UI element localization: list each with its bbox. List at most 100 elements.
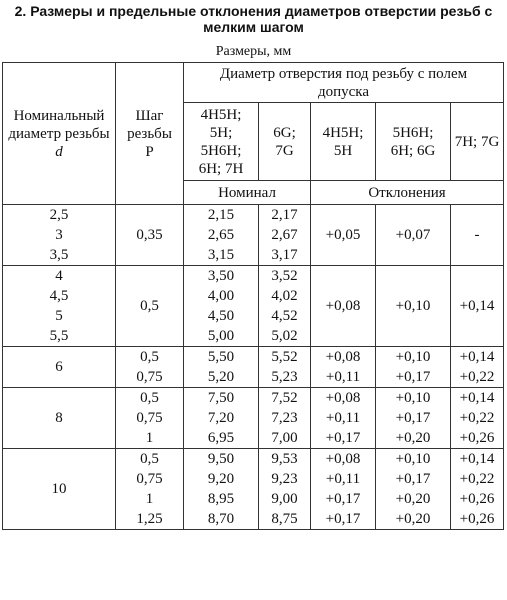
group-row: 10 0,5 0,75 1 1,25 9,50 9,20 8,95 8,70 9,53 9,23 9,…: [2, 448, 504, 530]
header-cell: Шаг резьбы P: [115, 62, 184, 205]
cell: 7,50 7,20 6,95: [183, 387, 259, 449]
cell-line: 4,5: [49, 288, 69, 304]
title: 2. Размеры и предельные отклонения диаме…: [14, 3, 493, 35]
cell-line: +0,10: [395, 451, 431, 467]
header-cell: Отклонения: [310, 180, 504, 205]
cell-line: 0,75: [136, 369, 163, 385]
cell-line: 5: [55, 308, 63, 324]
cell-line: +0,08: [325, 451, 361, 467]
cell-line: 5,5: [49, 328, 69, 344]
cell: +0,10 +0,17 +0,20 +0,20: [375, 448, 451, 530]
header-cell: 6G; 7G: [258, 102, 311, 181]
cell: 8: [2, 387, 116, 449]
cell: +0,14 +0,22: [450, 346, 504, 388]
cell-line: +0,17: [325, 430, 361, 446]
cell-line: 2,67: [271, 227, 298, 243]
cell-line: +0,07: [395, 227, 431, 243]
cell-line: 1: [145, 491, 154, 507]
cell: +0,08 +0,11 +0,17 +0,17: [310, 448, 376, 530]
header-text: Номинальный диаметр резьбы: [8, 107, 110, 142]
cell-line: 0,5: [140, 349, 159, 365]
cell-line: 4: [55, 268, 63, 284]
cell-line: +0,11: [325, 410, 361, 426]
cell-line: 3: [55, 227, 63, 243]
cell: +0,14 +0,22 +0,26 +0,26: [450, 448, 504, 530]
cell-line: 4,02: [271, 288, 298, 304]
cell-line: 9,53: [271, 451, 298, 467]
cell: 2,17 2,67 3,17: [258, 204, 311, 266]
units: Размеры, мм: [215, 44, 292, 59]
header-cell: 4H5H; 5H: [310, 102, 376, 181]
cell-line: +0,17: [395, 410, 431, 426]
cell-line: 5,02: [271, 328, 298, 344]
cell-line: 8,75: [271, 511, 298, 527]
cell-line: 5,50: [207, 349, 235, 365]
cell-line: 7,00: [271, 430, 298, 446]
cell: 7,52 7,23 7,00: [258, 387, 311, 449]
cell: 0,5 0,75 1 1,25: [115, 448, 184, 530]
cell: 4 4,5 5 5,5: [2, 265, 116, 347]
cell-line: +0,26: [459, 511, 495, 527]
header-cell: Номинал: [183, 180, 311, 205]
table: Номинальный диаметр резьбы d Шаг резьбы …: [2, 62, 504, 530]
cell-line: +0,14: [459, 298, 495, 314]
cell-line: +0,14: [459, 349, 495, 365]
cell-line: +0,17: [395, 471, 431, 487]
cell-line: 5,52: [271, 349, 298, 365]
cell: 0,5 0,75 1: [115, 387, 184, 449]
cell-line: 5,20: [207, 369, 235, 385]
cell-line: +0,11: [325, 369, 361, 385]
cell: 0,5: [115, 265, 184, 347]
group-row: 4 4,5 5 5,5 0,5 3,50 4,00 4,50 5,00 3,52 4,02 4,52 5…: [2, 265, 504, 347]
cell-line: +0,08: [325, 390, 361, 406]
cell-line: +0,05: [325, 227, 361, 243]
cell-line: 4,50: [207, 308, 235, 324]
cell: 10: [2, 448, 116, 530]
cell-line: 9,00: [271, 491, 298, 507]
cell-line: +0,17: [325, 491, 361, 507]
cell-line: 2,17: [271, 207, 298, 223]
cell-line: 2,15: [207, 207, 235, 223]
cell-line: 2,5: [49, 207, 69, 223]
cell-line: +0,22: [459, 410, 495, 426]
cell-line: +0,08: [325, 298, 361, 314]
header-cell: Номинальный диаметр резьбы d: [2, 62, 116, 205]
cell-line: 4,52: [271, 308, 298, 324]
cell: 5,52 5,23: [258, 346, 311, 388]
cell: 0,5 0,75: [115, 346, 184, 388]
cell-line: +0,14: [459, 451, 495, 467]
cell: +0,08: [310, 265, 376, 347]
cell-line: 0,5: [140, 298, 159, 314]
cell: +0,05: [310, 204, 376, 266]
group-row: 8 0,5 0,75 1 7,50 7,20 6,95 7,52 7,23 7,00 +0,08 +0…: [2, 387, 504, 449]
cell: 0,35: [115, 204, 184, 266]
cell-line: 0,35: [136, 227, 163, 243]
cell-line: 8: [55, 410, 63, 426]
cell-line: 1,25: [136, 511, 163, 527]
cell-line: +0,20: [395, 430, 431, 446]
cell: -: [450, 204, 504, 266]
cell-line: 9,20: [207, 471, 235, 487]
cell: 2,5 3 3,5: [2, 204, 116, 266]
cell: +0,10 +0,17 +0,20: [375, 387, 451, 449]
cell-line: 7,23: [271, 410, 298, 426]
cell-line: 1: [145, 430, 154, 446]
cell-line: 8,70: [207, 511, 235, 527]
cell-line: 4,00: [207, 288, 235, 304]
cell-line: 3,5: [49, 247, 69, 263]
cell-line: +0,20: [395, 491, 431, 507]
cell: +0,10 +0,17: [375, 346, 451, 388]
cell-line: 3,15: [207, 247, 235, 263]
cell-line: 6,95: [207, 430, 235, 446]
cell-line: 0,5: [140, 390, 159, 406]
cell-line: +0,22: [459, 471, 495, 487]
cell: 9,50 9,20 8,95 8,70: [183, 448, 259, 530]
cell: +0,08 +0,11 +0,17: [310, 387, 376, 449]
cell-line: 3,50: [207, 268, 235, 284]
cell-line: 3,17: [271, 247, 298, 263]
cell-line: -: [474, 227, 480, 243]
cell-line: +0,14: [459, 390, 495, 406]
cell: +0,07: [375, 204, 451, 266]
cell-line: +0,10: [395, 298, 431, 314]
